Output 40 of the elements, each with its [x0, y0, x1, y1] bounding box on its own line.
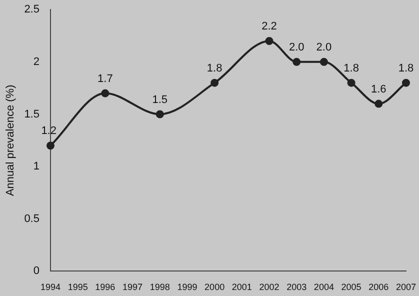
point [374, 100, 383, 108]
data-label: 1.8 [206, 62, 222, 74]
y-tick-label: 0.5 [24, 212, 40, 225]
x-tick-label: 1999 [177, 282, 198, 292]
data-label: 1.5 [152, 94, 168, 106]
point [347, 78, 356, 87]
point [101, 89, 110, 98]
x-tick-label: 1994 [40, 282, 61, 292]
data-label: 1.7 [98, 72, 113, 85]
point [156, 110, 164, 118]
y-tick-label: 0 [33, 265, 40, 278]
y-tick-label: 1.5 [24, 108, 40, 120]
y-tick-label: 2 [33, 56, 40, 68]
data-label: 1.8 [344, 62, 359, 74]
x-tick-label: 1997 [122, 282, 143, 292]
data-label: 1.8 [398, 62, 414, 74]
data-label: 2.0 [288, 41, 304, 54]
y-axis-title: Annual prevalence (%) [4, 84, 17, 196]
x-tick-label: 2002 [259, 282, 280, 292]
point [402, 78, 410, 87]
y-tick-label: 1 [33, 160, 40, 173]
point [292, 58, 301, 66]
x-tick-label: 1998 [150, 282, 170, 292]
x-tick-label: 2001 [232, 282, 252, 292]
y-tick-label: 2.5 [24, 4, 40, 16]
data-label: 1.6 [370, 83, 386, 96]
x-tick-label: 2006 [368, 282, 389, 292]
point [210, 78, 219, 87]
x-tick-label: 2005 [341, 282, 362, 292]
x-tick-label: 1995 [68, 282, 88, 292]
x-tick-label: 2000 [204, 282, 225, 292]
point [265, 36, 274, 45]
point [46, 142, 54, 150]
data-label: 2.2 [262, 20, 277, 33]
x-tick-label: 1996 [95, 282, 116, 292]
x-tick-label: 2007 [396, 282, 416, 292]
point [320, 58, 328, 66]
x-tick-label: 2004 [314, 282, 334, 292]
x-tick-label: 2003 [286, 282, 307, 292]
data-label: 2.0 [316, 41, 332, 54]
